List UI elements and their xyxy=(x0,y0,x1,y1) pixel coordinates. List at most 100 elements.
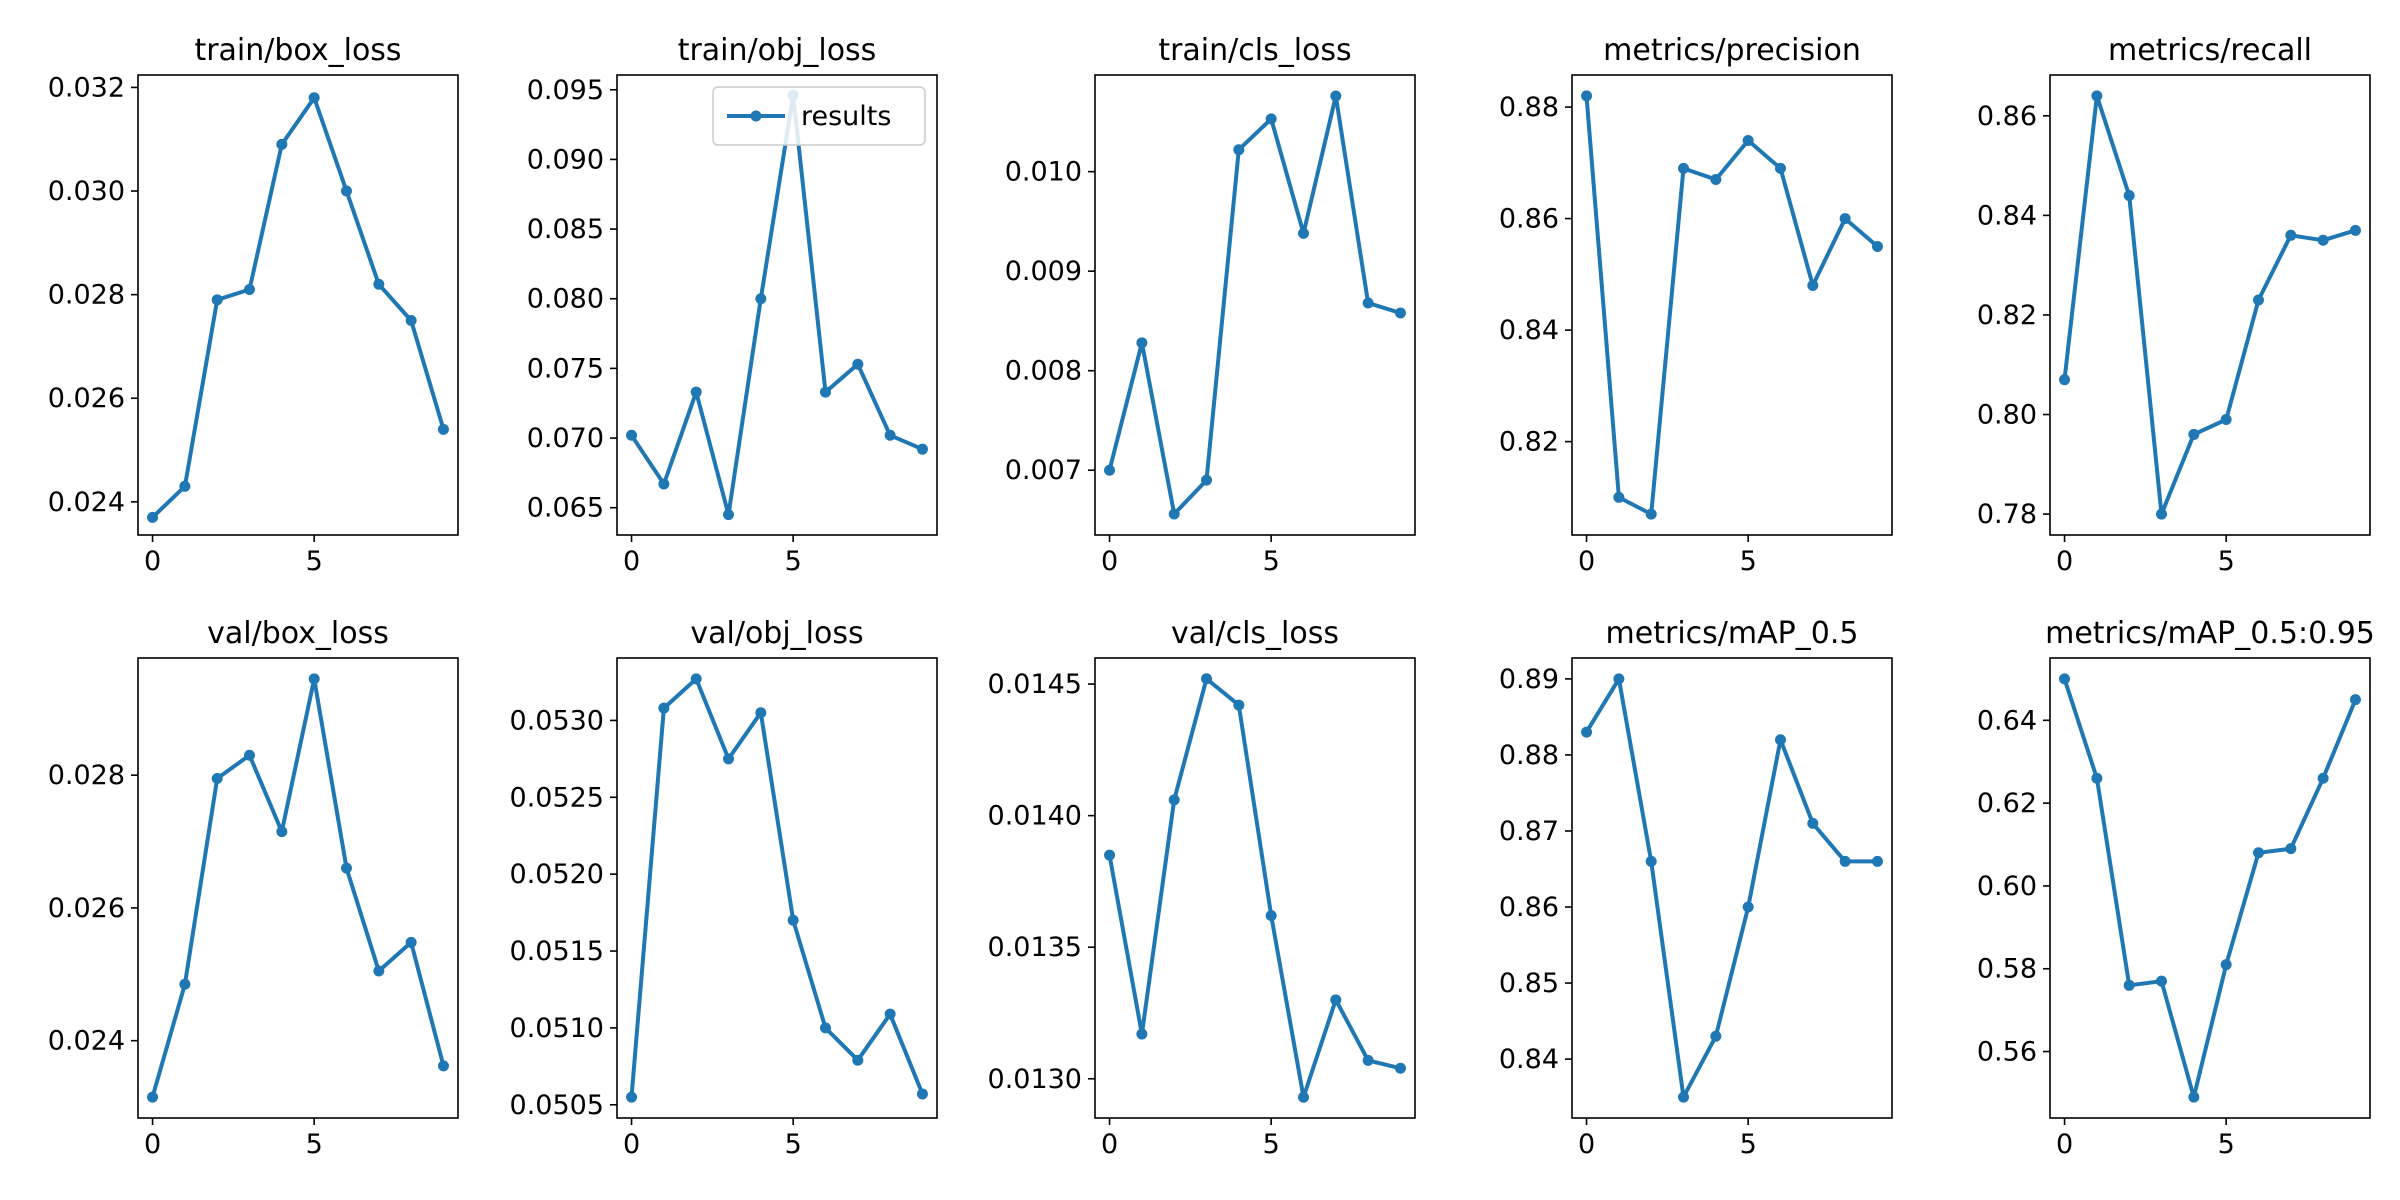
data-point xyxy=(1330,90,1342,102)
x-tick-label: 5 xyxy=(306,1129,323,1160)
data-point xyxy=(2059,673,2071,685)
y-tick-label: 0.080 xyxy=(527,284,604,315)
data-point xyxy=(2317,772,2329,784)
y-tick-label: 0.88 xyxy=(1499,740,1559,771)
subplot-6: val/obj_loss 0 5 0.0505 0.0510 0.0515 0.0520 0.… xyxy=(510,616,938,1160)
x-tick-label: 0 xyxy=(1578,1129,1595,1160)
y-tick-label: 0.80 xyxy=(1977,400,2037,431)
y-tick-label: 0.86 xyxy=(1499,892,1559,923)
series-line xyxy=(2062,678,2358,1100)
axes-frame xyxy=(137,74,459,536)
y-tick-label: 0.007 xyxy=(1005,455,1082,486)
y-tick-label: 0.009 xyxy=(1005,256,1082,287)
data-point xyxy=(1297,227,1309,239)
data-point xyxy=(2123,189,2135,201)
x-tick-label: 5 xyxy=(2218,546,2235,577)
data-point xyxy=(1839,213,1851,225)
data-point xyxy=(1807,817,1819,829)
subplot-7: val/cls_loss 0 5 0.0130 0.0135 0.0140 0.0145 xyxy=(988,616,1416,1160)
y-tick-label: 0.028 xyxy=(48,280,125,311)
series-line xyxy=(629,676,925,1098)
data-point xyxy=(1678,1091,1690,1103)
data-point xyxy=(2285,843,2297,855)
data-point xyxy=(2252,294,2264,306)
x-tick-label: 0 xyxy=(623,1129,640,1160)
data-point xyxy=(244,283,256,295)
data-point xyxy=(723,753,735,765)
x-tick-label: 0 xyxy=(1101,546,1118,577)
y-tick-label: 0.024 xyxy=(48,1026,125,1057)
y-tick-label: 0.0525 xyxy=(510,782,604,813)
y-tick-label: 0.0145 xyxy=(988,669,1082,700)
x-tick-label: 0 xyxy=(2056,1129,2073,1160)
y-tick-label: 0.0130 xyxy=(988,1064,1082,1095)
subplot-title: train/box_loss xyxy=(194,33,401,68)
subplot-title: train/cls_loss xyxy=(1158,33,1351,68)
y-tick-label: 0.0520 xyxy=(510,859,604,890)
data-point xyxy=(626,429,638,441)
data-point xyxy=(1394,307,1406,319)
y-tick-label: 0.085 xyxy=(527,214,604,245)
data-point xyxy=(2091,90,2103,102)
series-line xyxy=(1584,676,1878,1100)
data-point xyxy=(658,478,670,490)
data-point xyxy=(852,1054,864,1066)
data-point xyxy=(2188,428,2200,440)
data-point xyxy=(2059,374,2071,386)
data-point xyxy=(626,1091,638,1103)
y-tick-label: 0.090 xyxy=(527,144,604,175)
data-point xyxy=(916,443,928,455)
x-tick-label: 5 xyxy=(1263,1129,1280,1160)
axes-frame xyxy=(2049,657,2371,1119)
y-tick-label: 0.89 xyxy=(1499,664,1559,695)
data-point xyxy=(1201,474,1213,486)
subplot-3: metrics/precision 0 5 0.82 0.84 0.86 0.88 xyxy=(1499,33,1893,577)
series-line xyxy=(629,93,924,517)
data-point xyxy=(147,1091,159,1103)
data-point xyxy=(1581,726,1593,738)
data-point xyxy=(819,1022,831,1034)
data-point xyxy=(1581,90,1593,102)
y-tick-label: 0.070 xyxy=(527,423,604,454)
series-line xyxy=(2062,93,2357,517)
data-point xyxy=(179,480,191,492)
data-point xyxy=(1710,1030,1722,1042)
x-tick-label: 0 xyxy=(1578,546,1595,577)
data-point xyxy=(723,509,735,521)
legend-box xyxy=(712,86,926,146)
axes-frame xyxy=(616,74,938,536)
x-tick-label: 5 xyxy=(785,1129,802,1160)
data-point xyxy=(373,965,385,977)
x-tick-label: 5 xyxy=(1740,1129,1757,1160)
data-point xyxy=(2091,772,2103,784)
data-point xyxy=(2220,959,2232,971)
data-point xyxy=(1233,144,1245,156)
y-tick-label: 0.010 xyxy=(1005,157,1082,188)
data-point xyxy=(1168,794,1180,806)
y-tick-label: 0.86 xyxy=(1499,204,1559,235)
data-point xyxy=(1265,910,1277,922)
axes-frame xyxy=(1571,657,1893,1119)
data-point xyxy=(276,826,288,838)
y-tick-label: 0.0510 xyxy=(510,1013,604,1044)
y-tick-label: 0.0505 xyxy=(510,1090,604,1121)
y-tick-label: 0.030 xyxy=(48,176,125,207)
subplot-title: train/obj_loss xyxy=(678,33,877,68)
y-tick-label: 0.065 xyxy=(527,493,604,524)
data-point xyxy=(1678,162,1690,174)
data-point xyxy=(179,978,191,990)
data-point xyxy=(690,386,702,398)
data-point xyxy=(884,1008,896,1020)
y-tick-label: 0.028 xyxy=(48,760,125,791)
y-tick-label: 0.095 xyxy=(527,75,604,106)
subplot-title: metrics/mAP_0.5:0.95 xyxy=(2045,616,2375,651)
data-point xyxy=(2123,979,2135,991)
data-point xyxy=(690,673,702,685)
data-point xyxy=(1104,849,1116,861)
data-point xyxy=(1136,337,1148,349)
y-tick-label: 0.0530 xyxy=(510,705,604,736)
y-tick-label: 0.024 xyxy=(48,487,125,518)
series-line xyxy=(150,676,446,1098)
data-point xyxy=(405,936,417,948)
